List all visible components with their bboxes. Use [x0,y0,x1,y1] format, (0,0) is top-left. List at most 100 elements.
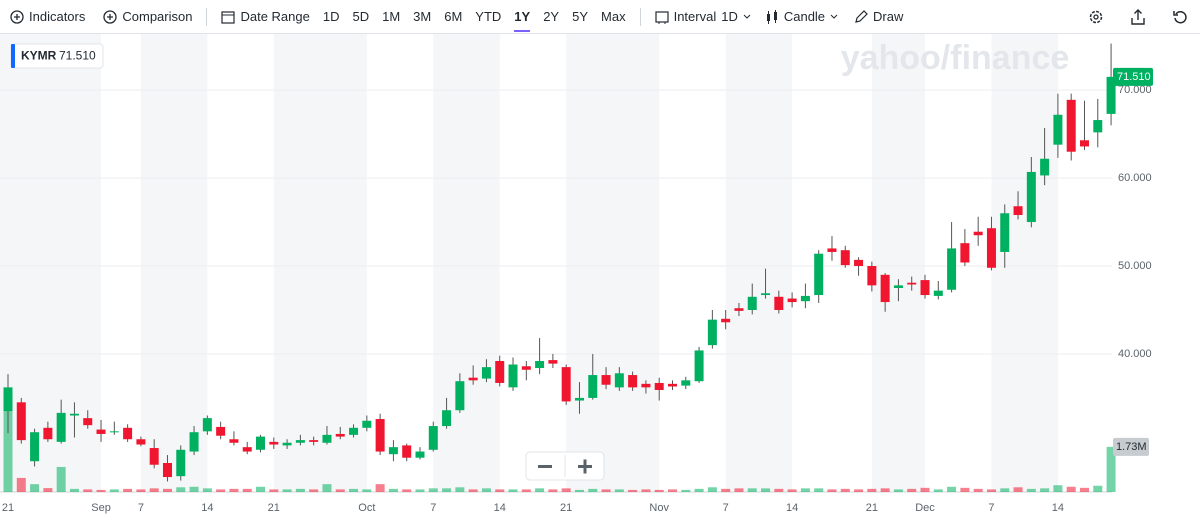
candle-body [880,274,890,303]
icon [654,10,669,24]
draw-button[interactable]: Draw [854,9,903,24]
reset-button[interactable] [1172,9,1188,25]
range-button[interactable]: 1D [322,9,340,24]
icon [766,9,777,24]
last-volume-box [1113,437,1149,456]
candle-body [681,380,691,386]
volume-bar [734,488,744,492]
chart-style-button[interactable]: Candle [765,9,838,24]
candle-body [69,413,79,416]
icon [10,9,24,24]
volume-bar [1106,446,1116,492]
range-button[interactable]: Max [601,9,626,24]
volume-bar [508,489,518,492]
volume-bar [335,489,345,492]
x-tick-label: Sep [91,502,111,514]
candle-body [468,377,478,381]
icon [830,14,838,19]
candle-body [986,228,996,268]
candle-body [1079,140,1089,147]
range-button[interactable]: 1Y [514,1,531,32]
volume-bar [960,487,970,492]
date-range-button[interactable]: Date Range [221,9,310,24]
volume-bar [1026,488,1036,492]
icon [103,9,118,24]
volume-bar [69,488,79,492]
range-button[interactable]: 1M [382,9,401,24]
volume-bar [1040,488,1050,492]
candle-body [893,285,903,288]
x-tick-label: 7 [988,502,994,514]
volume-bar [3,387,13,492]
volume-bar [561,488,571,492]
candle-body [428,426,438,450]
candle-body [43,427,53,440]
candle-body [707,319,717,346]
volume-bar [149,488,159,492]
volume-bar [362,489,372,492]
volume-bar [827,489,837,492]
x-tick-label: 14 [494,502,506,514]
volume-bar [681,489,691,492]
separator [639,7,641,26]
candle-body [388,447,398,455]
x-tick-label: 7 [138,502,144,514]
volume-bar [574,489,584,492]
candle-body [561,367,571,402]
indicators-button[interactable]: Indicators [10,9,85,24]
legend-symbol: KYMR [21,49,57,63]
volume-bar [442,488,452,492]
x-tick-label: Nov [649,502,669,514]
volume-bar [933,489,943,492]
settings-button[interactable] [1088,9,1104,25]
volume-bar [481,488,491,492]
interval-button[interactable]: Interval 1D [654,9,751,24]
share-button[interactable] [1130,8,1146,25]
volume-bar [136,489,146,492]
candle-body [16,402,26,441]
candle-body [800,295,810,302]
range-button[interactable]: 5D [352,9,370,24]
range-button[interactable]: YTD [475,9,502,24]
candle-body [761,293,771,296]
candle-body [973,231,983,236]
zoom-in[interactable] [583,459,587,474]
zoom-out[interactable] [538,465,552,468]
candle-body [295,440,305,443]
range-button[interactable]: 2Y [543,9,560,24]
y-tick-label: 60.000 [1118,172,1152,184]
candle-body [694,350,704,382]
legend-marker [11,44,15,68]
background-band [273,33,367,492]
volume-bar [309,489,319,492]
range-button[interactable]: 5Y [572,9,589,24]
toolbar: Indicators Comparison Date Range 1D 5D 1M 3… [0,0,1200,34]
volume-bar [1013,487,1023,492]
x-tick-label: 7 [723,502,729,514]
range-button[interactable]: 3M [413,9,432,24]
volume-bar [269,489,279,492]
candle-body [548,360,558,364]
comparison-button[interactable]: Comparison [103,9,192,24]
volume-bar [535,488,545,492]
volume-bar [455,487,465,492]
candle-body [1013,206,1023,216]
candle-body [1093,120,1103,133]
volume-bar [1053,485,1063,492]
range-button[interactable]: 6M [444,9,463,24]
y-tick-label: 50.000 [1118,260,1152,272]
volume-bar [349,488,359,492]
volume-bar [628,489,638,492]
volume-bar [668,489,677,492]
volume-bar [202,488,212,492]
candle-body [162,462,172,478]
volume-bar [402,489,412,492]
candle-body [123,427,133,440]
volume-bar [109,489,119,492]
volume-bar [774,488,784,492]
candle-body [747,296,757,310]
volume-bar [707,487,717,492]
volume-bar [880,488,890,492]
y-tick-label: 70.000 [1118,84,1152,96]
